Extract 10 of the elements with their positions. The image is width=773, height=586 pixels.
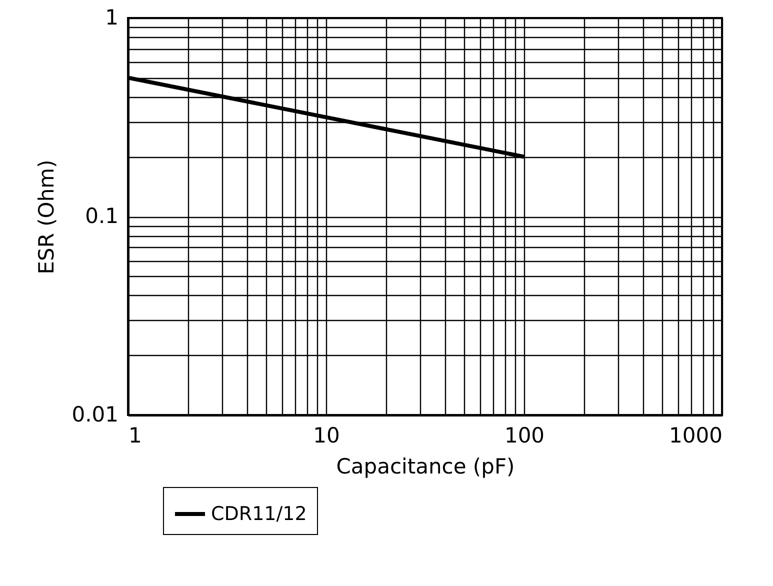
legend-label: CDR11/12	[211, 503, 307, 525]
y-tick-label: 1	[105, 6, 118, 30]
x-tick-label: 10	[313, 424, 340, 448]
y-tick-label: 0.1	[85, 204, 118, 228]
x-tick-label: 1	[128, 424, 142, 448]
y-tick-label: 0.01	[72, 402, 118, 426]
y-axis-title: ESR (Ohm)	[34, 160, 59, 274]
x-tick-label: 100	[504, 424, 545, 448]
x-tick-label: 1000	[669, 424, 722, 448]
x-axis-title: Capacitance (pF)	[336, 454, 515, 478]
